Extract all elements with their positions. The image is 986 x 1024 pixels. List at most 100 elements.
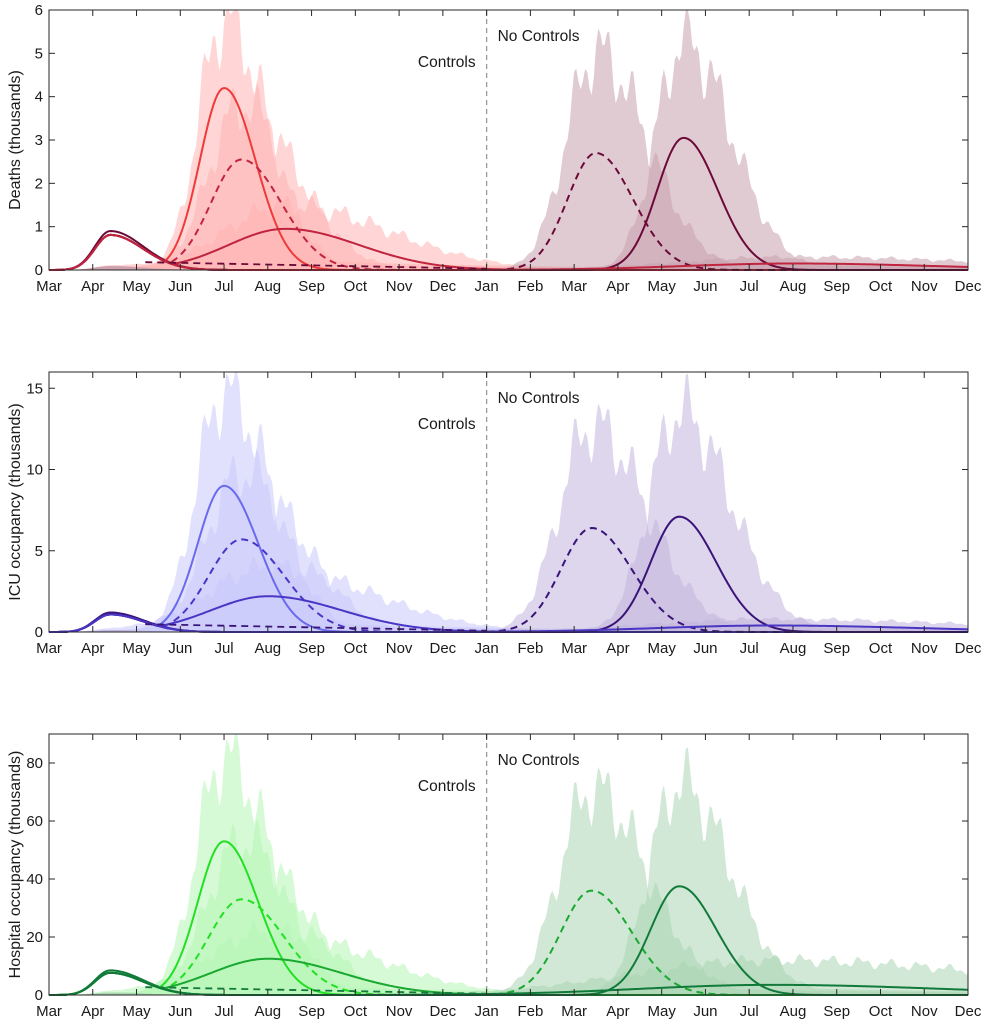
x-tick-label: Feb <box>517 1003 543 1020</box>
baseline-dashed-line <box>145 623 487 632</box>
x-tick-label: Aug <box>254 1003 281 1020</box>
y-tick-label: 60 <box>26 813 43 830</box>
x-tick-label: Jun <box>168 640 192 657</box>
x-tick-label: Sep <box>823 1003 850 1020</box>
uncertainty-band-3 <box>49 921 968 995</box>
x-tick-label: Jun <box>693 278 717 295</box>
x-tick-label: Jul <box>740 1003 759 1020</box>
uncertainty-band-2 <box>49 81 968 270</box>
uncertainty-band-2 <box>49 448 968 632</box>
x-tick-label: Apr <box>606 640 629 657</box>
uncertainty-band-5 <box>49 373 968 632</box>
y-axis-title: Hospital occupancy (thousands) <box>7 751 24 979</box>
x-tick-label: Dec <box>430 1003 457 1020</box>
y-tick-label: 80 <box>26 755 43 772</box>
y-tick-label: 4 <box>35 89 43 106</box>
x-tick-label: Mar <box>36 1003 62 1020</box>
y-tick-label: 5 <box>35 543 43 560</box>
x-tick-label: Dec <box>955 1003 982 1020</box>
uncertainty-band-6 <box>49 616 968 632</box>
uncertainty-band-3 <box>49 194 968 270</box>
y-tick-label: 0 <box>35 624 43 641</box>
uncertainty-band-6 <box>49 254 968 270</box>
x-tick-label: Jun <box>693 1003 717 1020</box>
x-tick-label: Apr <box>81 640 104 657</box>
annotation-no-controls: No Controls <box>498 752 580 769</box>
x-tick-label: Mar <box>561 278 587 295</box>
x-tick-label: Jul <box>740 640 759 657</box>
x-tick-label: Aug <box>780 1003 807 1020</box>
panel-1: Controls No Controls 0 1 2 3 4 5 6 Mar Apr May Jun Ju… <box>7 2 982 295</box>
x-tick-label: May <box>647 640 676 657</box>
y-tick-label: 0 <box>35 987 43 1004</box>
x-tick-label: Apr <box>81 1003 104 1020</box>
x-tick-label: Mar <box>561 1003 587 1020</box>
x-tick-label: Apr <box>81 278 104 295</box>
uncertainty-band-5 <box>49 747 968 995</box>
uncertainty-band-1 <box>49 10 968 270</box>
y-tick-label: 6 <box>35 2 43 19</box>
x-tick-label: Jan <box>475 640 499 657</box>
uncertainty-band-3 <box>49 557 968 632</box>
x-tick-label: Jan <box>475 1003 499 1020</box>
y-axis-title: ICU occupancy (thousands) <box>7 403 24 600</box>
x-tick-label: Dec <box>955 278 982 295</box>
x-tick-label: Jun <box>168 278 192 295</box>
x-tick-label: Mar <box>36 640 62 657</box>
x-tick-label: Apr <box>606 1003 629 1020</box>
x-tick-label: Nov <box>386 640 413 657</box>
axes-box <box>48 371 969 633</box>
x-tick-label: Nov <box>386 278 413 295</box>
x-tick-label: Oct <box>869 278 893 295</box>
x-tick-label: Aug <box>780 640 807 657</box>
x-tick-label: Aug <box>254 640 281 657</box>
x-tick-label: Sep <box>298 278 325 295</box>
x-tick-label: Jul <box>214 1003 233 1020</box>
uncertainty-band-5 <box>49 10 968 270</box>
x-tick-label: Jun <box>168 1003 192 1020</box>
x-tick-label: Oct <box>344 640 368 657</box>
x-tick-label: May <box>647 278 676 295</box>
x-tick-label: Jun <box>693 640 717 657</box>
annotation-no-controls: No Controls <box>498 390 580 407</box>
x-tick-label: Dec <box>955 640 982 657</box>
x-tick-label: Jul <box>214 278 233 295</box>
x-tick-label: May <box>122 278 151 295</box>
y-tick-label: 3 <box>35 132 43 149</box>
annotation-controls: Controls <box>418 778 476 795</box>
x-tick-label: Aug <box>254 278 281 295</box>
x-tick-label: Jul <box>740 278 759 295</box>
x-tick-label: Oct <box>869 640 893 657</box>
x-tick-label: Mar <box>36 278 62 295</box>
x-tick-label: Sep <box>823 640 850 657</box>
x-tick-label: Sep <box>823 278 850 295</box>
axes-box <box>48 733 969 996</box>
y-tick-label: 40 <box>26 871 43 888</box>
annotation-controls: Controls <box>418 416 476 433</box>
x-tick-label: Sep <box>298 1003 325 1020</box>
x-tick-label: Jul <box>214 640 233 657</box>
annotation-controls: Controls <box>418 54 476 71</box>
x-tick-label: Jan <box>475 278 499 295</box>
x-tick-label: Apr <box>606 278 629 295</box>
annotation-no-controls: No Controls <box>498 28 580 45</box>
y-tick-label: 0 <box>35 262 43 279</box>
panel-3: Controls No Controls 0 20 40 60 80 Mar Apr May Jun… <box>7 733 982 1020</box>
x-tick-label: May <box>647 1003 676 1020</box>
baseline-dashed-line <box>145 986 487 995</box>
y-tick-label: 15 <box>26 380 43 397</box>
x-tick-label: May <box>122 640 151 657</box>
x-tick-label: Oct <box>344 1003 368 1020</box>
x-tick-label: Oct <box>869 1003 893 1020</box>
x-tick-label: Nov <box>911 640 938 657</box>
y-axis-title: Deaths (thousands) <box>7 70 24 210</box>
panel-2: Controls No Controls 0 5 10 15 Mar Apr May Jun Jul… <box>7 371 982 657</box>
x-tick-label: Nov <box>911 278 938 295</box>
x-tick-label: Nov <box>911 1003 938 1020</box>
x-tick-label: Feb <box>517 278 543 295</box>
y-tick-label: 5 <box>35 45 43 62</box>
x-tick-label: Mar <box>561 640 587 657</box>
baseline-dashed-line <box>145 261 487 270</box>
